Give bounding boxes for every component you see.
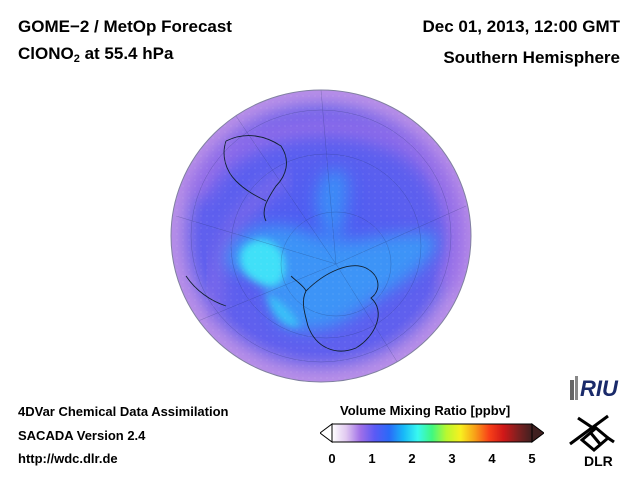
colorbar	[320, 423, 544, 443]
colorbar-tick: 4	[488, 451, 496, 466]
globe-map	[170, 89, 472, 383]
title-species: ClONO2 at 55.4 hPa	[18, 44, 173, 65]
forecast-date: Dec 01, 2013, 12:00 GMT	[422, 17, 620, 36]
riu-logo: RIU	[570, 376, 619, 401]
colorbar-title: Volume Mixing Ratio [ppbv]	[340, 403, 511, 418]
colorbar-tick: 3	[448, 451, 456, 466]
colorbar-tick: 1	[368, 451, 376, 466]
footer-line1: 4DVar Chemical Data Assimilation	[18, 404, 229, 419]
species-prefix: ClONO	[18, 44, 74, 63]
colorbar-tick: 2	[408, 451, 416, 466]
colorbar-tick: 5	[528, 451, 536, 466]
globe-outline	[170, 89, 472, 383]
riu-text: RIU	[580, 376, 619, 401]
species-subscript: 2	[73, 53, 80, 65]
coastlines	[185, 135, 379, 352]
species-suffix: at 55.4 hPa	[79, 44, 174, 63]
globe-field	[171, 90, 471, 382]
colorbar-max-arrow	[531, 423, 544, 443]
title-line1: GOME−2 / MetOp Forecast	[18, 17, 232, 36]
footer-line2: SACADA Version 2.4	[18, 428, 146, 443]
dlr-text: DLR	[584, 453, 613, 469]
dlr-logo: DLR	[569, 414, 615, 469]
region-label: Southern Hemisphere	[443, 48, 620, 67]
colorbar-ramp	[331, 423, 533, 443]
colorbar-min-arrow	[320, 423, 333, 443]
colorbar-tick: 0	[328, 451, 336, 466]
footer-url: http://wdc.dlr.de	[18, 451, 118, 466]
